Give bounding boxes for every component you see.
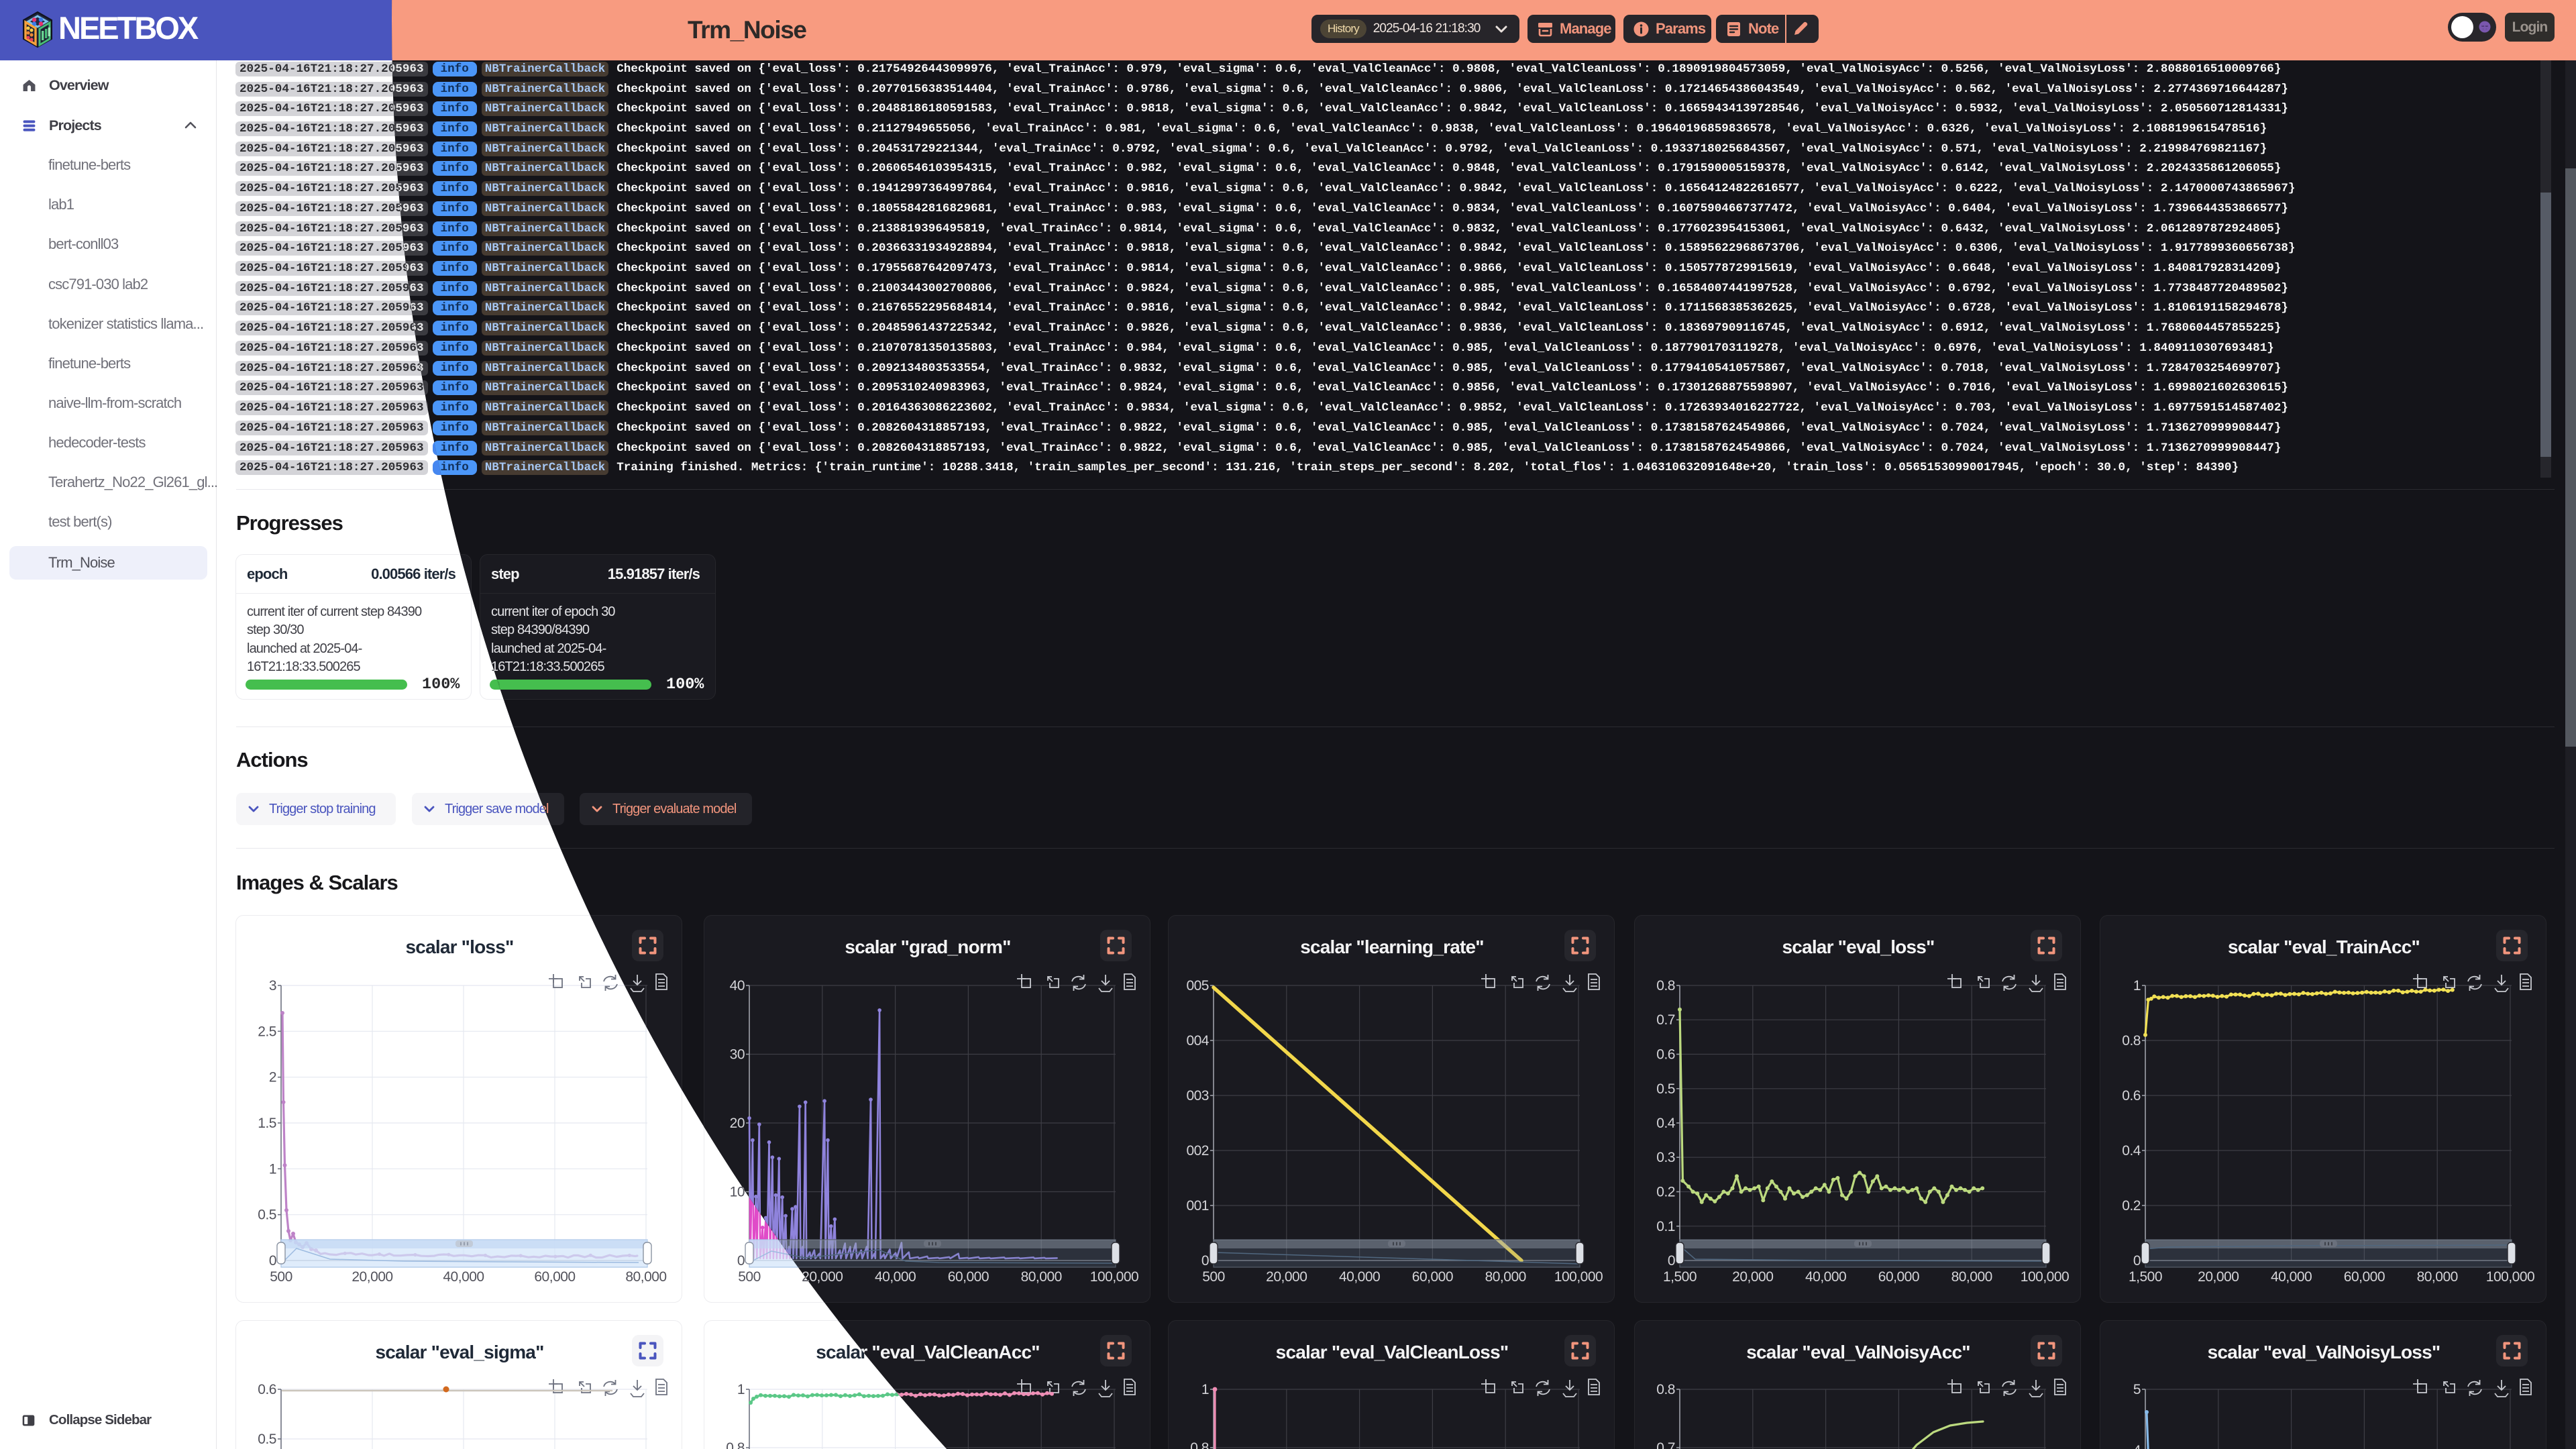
svg-text:1: 1 bbox=[737, 1382, 745, 1397]
svg-text:0.4: 0.4 bbox=[2122, 1143, 2141, 1159]
svg-text:0: 0 bbox=[737, 1253, 745, 1269]
svg-text:1: 1 bbox=[1201, 1382, 1209, 1397]
svg-text:1.5: 1.5 bbox=[258, 1116, 276, 1131]
svg-text:0.5: 0.5 bbox=[1656, 1081, 1675, 1097]
svg-text:0.6: 0.6 bbox=[2122, 1088, 2141, 1104]
svg-text:4: 4 bbox=[2133, 1443, 2141, 1449]
svg-text:0: 0 bbox=[1201, 1253, 1209, 1269]
svg-text:0.2: 0.2 bbox=[1656, 1185, 1675, 1200]
svg-text:2.5: 2.5 bbox=[258, 1024, 276, 1039]
svg-text:scalar "loss": scalar "loss" bbox=[406, 936, 514, 957]
svg-text:40,000: 40,000 bbox=[1805, 1269, 1846, 1285]
svg-text:scalar "eval_loss": scalar "eval_loss" bbox=[1782, 936, 1935, 957]
svg-text:100,000: 100,000 bbox=[1090, 1269, 1138, 1285]
svg-text:80,000: 80,000 bbox=[2417, 1269, 2458, 1285]
svg-text:005: 005 bbox=[1186, 978, 1209, 994]
svg-text:100,000: 100,000 bbox=[2021, 1269, 2069, 1285]
svg-text:1,500: 1,500 bbox=[1663, 1269, 1697, 1285]
svg-text:20,000: 20,000 bbox=[1266, 1269, 1307, 1285]
svg-text:0: 0 bbox=[1668, 1253, 1675, 1269]
svg-text:scalar "eval_ValNoisyAcc": scalar "eval_ValNoisyAcc" bbox=[1746, 1342, 1970, 1362]
svg-text:scalar "eval_sigma": scalar "eval_sigma" bbox=[375, 1342, 543, 1362]
svg-text:0.6: 0.6 bbox=[1656, 1047, 1675, 1063]
svg-text:40: 40 bbox=[730, 978, 745, 994]
svg-text:1: 1 bbox=[2133, 978, 2141, 994]
svg-text:001: 001 bbox=[1186, 1198, 1209, 1214]
svg-text:60,000: 60,000 bbox=[2344, 1269, 2385, 1285]
svg-text:20,000: 20,000 bbox=[352, 1269, 392, 1285]
svg-text:20,000: 20,000 bbox=[2198, 1269, 2239, 1285]
svg-text:002: 002 bbox=[1186, 1143, 1209, 1159]
svg-text:0.7: 0.7 bbox=[1656, 1440, 1675, 1449]
svg-text:scalar "grad_norm": scalar "grad_norm" bbox=[845, 936, 1010, 957]
svg-text:0.8: 0.8 bbox=[2122, 1033, 2141, 1049]
svg-text:0.5: 0.5 bbox=[258, 1432, 276, 1447]
svg-text:10: 10 bbox=[730, 1185, 745, 1200]
svg-text:60,000: 60,000 bbox=[1412, 1269, 1453, 1285]
svg-text:0.3: 0.3 bbox=[1656, 1150, 1675, 1165]
svg-text:0.2: 0.2 bbox=[2122, 1198, 2141, 1214]
svg-text:1: 1 bbox=[269, 1161, 276, 1177]
svg-text:3: 3 bbox=[269, 978, 276, 994]
svg-text:80,000: 80,000 bbox=[1021, 1269, 1062, 1285]
svg-text:0.1: 0.1 bbox=[1656, 1219, 1675, 1234]
svg-text:0.8: 0.8 bbox=[726, 1440, 745, 1449]
svg-text:scalar "eval_ValNoisyLoss": scalar "eval_ValNoisyLoss" bbox=[2208, 1342, 2440, 1362]
svg-text:0.7: 0.7 bbox=[1656, 1012, 1675, 1028]
svg-text:20,000: 20,000 bbox=[1732, 1269, 1773, 1285]
svg-text:20,000: 20,000 bbox=[802, 1269, 843, 1285]
svg-text:500: 500 bbox=[270, 1269, 292, 1285]
svg-text:0: 0 bbox=[269, 1253, 276, 1269]
svg-text:100,000: 100,000 bbox=[1554, 1269, 1603, 1285]
svg-text:40,000: 40,000 bbox=[1339, 1269, 1380, 1285]
svg-text:0: 0 bbox=[2133, 1253, 2141, 1269]
svg-text:20: 20 bbox=[730, 1116, 745, 1131]
svg-text:1,500: 1,500 bbox=[2129, 1269, 2162, 1285]
svg-text:40,000: 40,000 bbox=[2271, 1269, 2312, 1285]
svg-text:500: 500 bbox=[1202, 1269, 1225, 1285]
svg-text:0.5: 0.5 bbox=[258, 1208, 276, 1223]
svg-text:30: 30 bbox=[730, 1047, 745, 1063]
svg-text:2: 2 bbox=[269, 1070, 276, 1085]
svg-text:100,000: 100,000 bbox=[2486, 1269, 2534, 1285]
svg-text:0.6: 0.6 bbox=[258, 1382, 276, 1397]
svg-text:80,000: 80,000 bbox=[625, 1269, 666, 1285]
svg-text:60,000: 60,000 bbox=[948, 1269, 989, 1285]
svg-text:scalar "eval_TrainAcc": scalar "eval_TrainAcc" bbox=[2228, 936, 2420, 957]
svg-text:5: 5 bbox=[2133, 1382, 2141, 1397]
svg-text:500: 500 bbox=[738, 1269, 761, 1285]
svg-text:40,000: 40,000 bbox=[443, 1269, 484, 1285]
svg-text:003: 003 bbox=[1186, 1088, 1209, 1104]
svg-text:80,000: 80,000 bbox=[1951, 1269, 1992, 1285]
svg-text:0.8: 0.8 bbox=[1190, 1440, 1209, 1449]
svg-text:0.8: 0.8 bbox=[1656, 978, 1675, 994]
svg-text:scalar "eval_ValCleanLoss": scalar "eval_ValCleanLoss" bbox=[1276, 1342, 1509, 1362]
svg-text:80,000: 80,000 bbox=[1485, 1269, 1526, 1285]
svg-text:0.4: 0.4 bbox=[1656, 1116, 1676, 1131]
svg-text:60,000: 60,000 bbox=[534, 1269, 575, 1285]
svg-text:0.8: 0.8 bbox=[1656, 1382, 1675, 1397]
svg-text:004: 004 bbox=[1186, 1033, 1209, 1049]
svg-text:60,000: 60,000 bbox=[1878, 1269, 1919, 1285]
svg-text:40,000: 40,000 bbox=[875, 1269, 916, 1285]
svg-text:scalar "learning_rate": scalar "learning_rate" bbox=[1300, 936, 1484, 957]
